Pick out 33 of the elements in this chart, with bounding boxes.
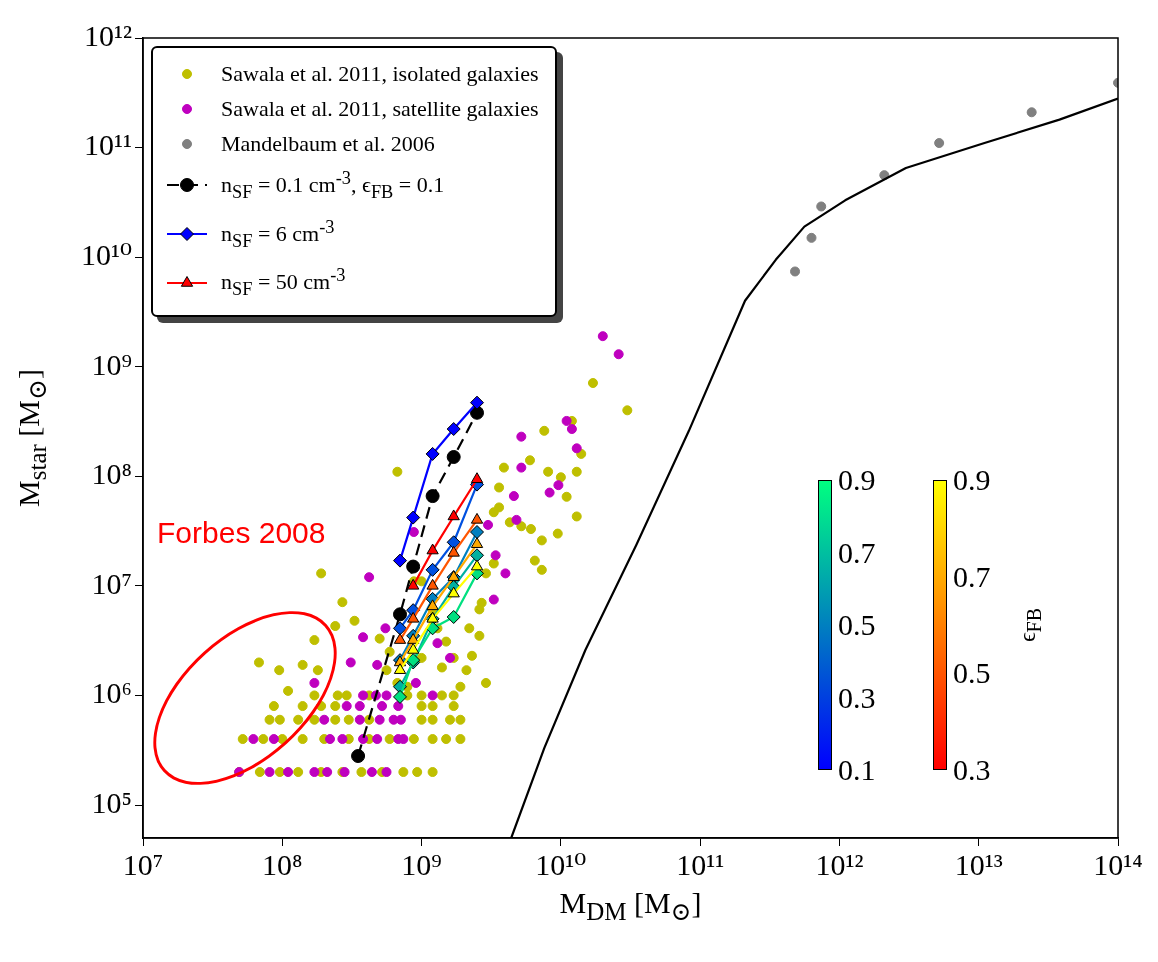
x-tick-label: 10¹¹: [676, 847, 725, 881]
x-tick-label: 10¹²: [815, 847, 864, 881]
y-tick-label: 10¹⁰: [80, 238, 133, 272]
legend-label: Sawala et al. 2011, satellite galaxies: [221, 95, 539, 123]
y-tick-label: 10⁸: [91, 457, 133, 491]
legend-label: n$_{SF}$ = 0.1 cm$^{-3}$, ϵ$_{FB}$ = 0.1: [221, 167, 445, 204]
annotation: 0.5: [838, 608, 876, 641]
y-tick-label: 10⁹: [91, 347, 133, 381]
y-tick-label: 10¹²: [84, 18, 133, 52]
annotation: 0.7: [953, 559, 991, 593]
y-tick-label: 10⁶: [91, 676, 133, 710]
x-tick-label: 10¹³: [954, 847, 1003, 881]
annotation: 0.9: [838, 463, 876, 496]
x-tick-label: 10⁸: [262, 847, 303, 881]
annotation: 0.9: [953, 463, 991, 496]
y-tick-label: 10⁵: [91, 785, 133, 819]
annotation: 0.1: [838, 753, 876, 786]
legend-label: n$_{SF}$ = 6 cm$^{-3}$: [221, 215, 335, 253]
annotation: 0.5: [953, 656, 991, 690]
y-tick-label: 10⁷: [91, 566, 133, 600]
x-tick-label: 10⁷: [122, 847, 164, 881]
x-tick-label: 10⁹: [401, 847, 442, 881]
legend-label: n$_{SF}$ = 50 cm$^{-3}$: [221, 264, 346, 302]
annotation: 0.3: [838, 680, 876, 714]
x-tick-label: 10¹⁰: [535, 847, 587, 881]
legend-label: Mandelbaum et al. 2006: [221, 130, 435, 158]
annotation: 0.7: [838, 535, 876, 569]
y-tick-label: 10¹¹: [84, 128, 133, 162]
annotation: 0.3: [953, 753, 991, 786]
annotation: Forbes 2008: [157, 516, 326, 550]
x-tick-label: 10¹⁴: [1093, 847, 1143, 881]
legend-label: Sawala et al. 2011, isolated galaxies: [221, 60, 539, 88]
x-axis-title: M$_{DM}$ [M$_{⊙}$]: [558, 886, 703, 926]
